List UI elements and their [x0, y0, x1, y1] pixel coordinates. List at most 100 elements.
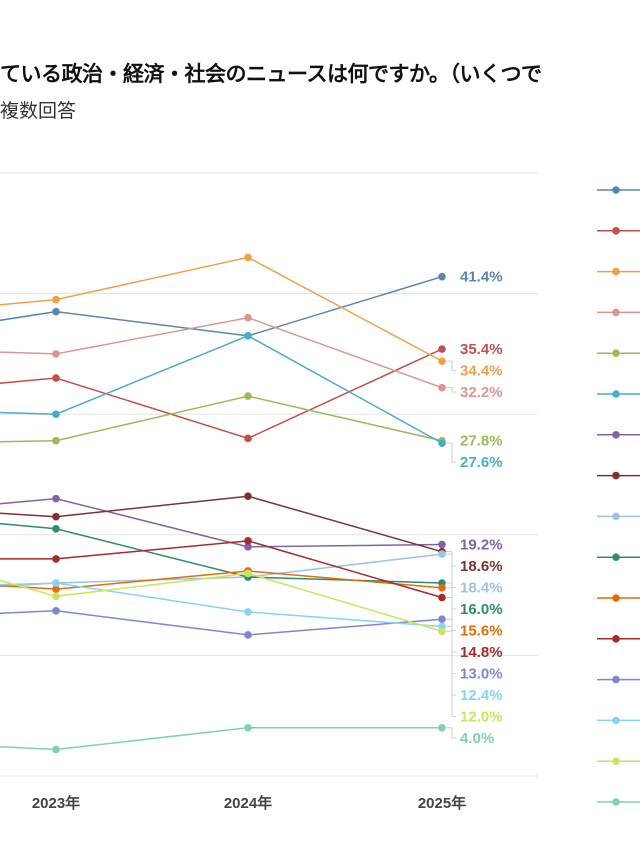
legend-item: [597, 308, 640, 317]
data-point: [438, 627, 446, 636]
data-point: [52, 307, 60, 316]
data-point: [52, 555, 60, 563]
series-line: [0, 572, 443, 632]
data-label: 34.4%: [460, 363, 503, 380]
series: [0, 313, 446, 392]
data-point: [438, 439, 446, 447]
label-leader: [446, 630, 456, 717]
legend-item: [597, 675, 640, 684]
data-point: [52, 512, 60, 521]
legend-item: [597, 227, 640, 235]
series: [0, 494, 446, 551]
legend-marker: [612, 675, 620, 684]
data-point: [52, 374, 60, 382]
data-point: [244, 543, 252, 551]
data-label: 13.0%: [460, 665, 503, 682]
legend-item: [597, 186, 640, 194]
gridlines: [0, 172, 538, 777]
legend-item: [597, 594, 640, 602]
legend-item: [597, 390, 640, 398]
series: [0, 272, 446, 340]
series: [0, 522, 446, 587]
label-leader: [446, 582, 456, 610]
data-point: [244, 569, 252, 578]
series: [0, 253, 446, 365]
label-leader: [446, 387, 456, 393]
data-point: [244, 537, 252, 545]
data-point: [244, 631, 252, 639]
data-point: [438, 345, 446, 353]
legend-item: [597, 471, 640, 480]
legend-marker: [612, 390, 620, 398]
data-label: 12.4%: [460, 687, 503, 704]
data-point: [438, 723, 446, 732]
data-point: [244, 492, 252, 501]
legend-marker: [612, 308, 620, 317]
data-point: [438, 593, 446, 602]
data-point: [52, 524, 60, 533]
series-line: [0, 495, 443, 553]
series: [0, 537, 446, 602]
data-label: 18.4%: [460, 579, 503, 596]
label-leader: [446, 618, 456, 674]
data-point: [438, 383, 446, 392]
series-line: [0, 570, 443, 590]
data-label: 27.6%: [460, 454, 503, 471]
legend-marker: [612, 716, 620, 725]
x-tick-label: 2024年: [224, 794, 272, 812]
data-point: [244, 253, 252, 262]
series-line: [0, 348, 443, 440]
data-label: 18.6%: [460, 558, 503, 575]
x-axis: 2023年 2024年 2025年: [32, 794, 466, 812]
data-point: [244, 313, 252, 322]
data-point: [52, 579, 60, 587]
data-point: [52, 494, 60, 503]
legend-marker: [612, 431, 620, 439]
data-label: 15.6%: [460, 622, 503, 639]
series: [0, 579, 446, 631]
legend-marker: [612, 186, 620, 194]
legend-item: [597, 798, 640, 806]
label-leader: [446, 553, 456, 588]
legend-item: [597, 431, 640, 439]
label-leader: [446, 360, 456, 372]
chart-subtitle: 複数回答: [0, 100, 77, 122]
series-line: [0, 540, 443, 599]
data-label: 35.4%: [460, 341, 503, 358]
series: [0, 569, 446, 636]
series: [0, 723, 446, 754]
legend-marker: [612, 512, 620, 521]
data-point: [438, 584, 446, 592]
series: [0, 345, 446, 443]
series-line: [0, 727, 442, 751]
series-line: [0, 256, 443, 362]
legend-marker: [612, 349, 620, 358]
data-point: [52, 592, 60, 601]
series-line: [0, 316, 443, 389]
data-point: [244, 723, 252, 732]
label-leader: [446, 597, 456, 653]
data-point: [244, 332, 252, 340]
data-point: [244, 608, 252, 616]
label-leader: [446, 625, 456, 696]
data-point: [244, 434, 252, 443]
legend: [597, 186, 640, 806]
data-point: [438, 357, 446, 365]
series-line: [0, 610, 443, 636]
legend-item: [597, 635, 640, 643]
series-line: [0, 334, 443, 444]
data-point: [52, 606, 60, 615]
legend-item: [597, 267, 640, 276]
chart-title: ている政治・経済・社会のニュースは何ですか。（いくつで: [0, 62, 542, 86]
data-label: 27.8%: [460, 433, 503, 450]
data-point: [52, 745, 60, 754]
series-line: [0, 395, 443, 443]
data-label: 4.0%: [460, 730, 494, 747]
label-leader: [446, 727, 456, 739]
legend-item: [597, 757, 640, 765]
legend-marker: [612, 553, 620, 561]
data-point: [52, 436, 60, 445]
data-label: 41.4%: [460, 269, 503, 286]
legend-item: [597, 716, 640, 725]
data-point: [244, 392, 252, 400]
